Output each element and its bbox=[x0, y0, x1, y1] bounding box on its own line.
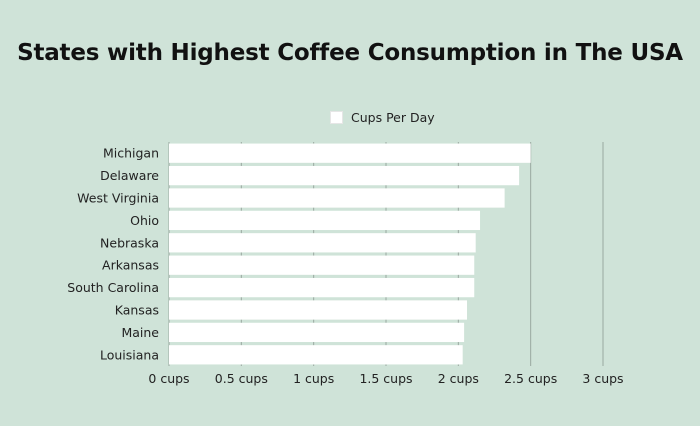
bar-4 bbox=[169, 233, 476, 253]
category-label-8: Maine bbox=[121, 325, 159, 340]
legend: Cups Per Day bbox=[330, 110, 435, 125]
chart-title: States with Highest Coffee Consumption i… bbox=[17, 40, 683, 66]
bar-9 bbox=[169, 345, 463, 365]
legend-swatch bbox=[330, 111, 343, 124]
category-label-9: Louisiana bbox=[100, 347, 159, 362]
category-label-3: Ohio bbox=[130, 213, 159, 228]
x-tick-label-0: 0 cups bbox=[148, 371, 189, 386]
bar-2 bbox=[169, 188, 505, 208]
bar-1 bbox=[169, 165, 520, 186]
bar-8 bbox=[169, 322, 465, 343]
category-label-6: South Carolina bbox=[67, 280, 159, 295]
x-tick-label-6: 3 cups bbox=[582, 371, 623, 386]
bar-3 bbox=[169, 210, 481, 231]
category-label-4: Nebraska bbox=[100, 235, 159, 250]
category-label-2: West Virginia bbox=[77, 191, 159, 206]
category-label-7: Kansas bbox=[115, 303, 159, 318]
bar-5 bbox=[169, 255, 475, 275]
x-tick-label-5: 2.5 cups bbox=[504, 371, 557, 386]
x-tick-label-3: 1.5 cups bbox=[359, 371, 412, 386]
bar-0 bbox=[169, 143, 531, 163]
category-label-5: Arkansas bbox=[102, 258, 159, 273]
x-tick-label-1: 0.5 cups bbox=[215, 371, 268, 386]
bar-7 bbox=[169, 300, 468, 320]
legend-label: Cups Per Day bbox=[351, 110, 435, 125]
category-label-1: Delaware bbox=[100, 168, 159, 183]
category-label-0: Michigan bbox=[103, 146, 159, 161]
x-tick-label-4: 2 cups bbox=[438, 371, 479, 386]
x-tick-label-2: 1 cups bbox=[293, 371, 334, 386]
bar-6 bbox=[169, 277, 475, 298]
